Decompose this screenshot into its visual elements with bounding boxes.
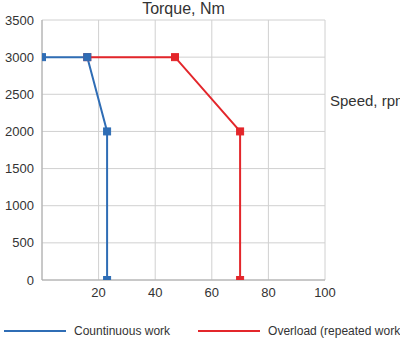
html-text:Countinuous work: Countinuous work <box>74 324 171 338</box>
html-text:Torque, Nm: Torque, Nm <box>142 0 225 17</box>
svg-text:500: 500 <box>12 235 34 250</box>
svg-text:100: 100 <box>314 285 336 300</box>
svg-text:80: 80 <box>261 285 275 300</box>
svg-text:0: 0 <box>27 273 34 288</box>
svg-text:40: 40 <box>148 285 162 300</box>
svg-text:3500: 3500 <box>5 13 34 28</box>
svg-text:60: 60 <box>205 285 219 300</box>
svg-text:2500: 2500 <box>5 87 34 102</box>
svg-text:20: 20 <box>91 285 105 300</box>
svg-text:3000: 3000 <box>5 50 34 65</box>
svg-text:1500: 1500 <box>5 161 34 176</box>
svg-text:2000: 2000 <box>5 124 34 139</box>
svg-text:1000: 1000 <box>5 198 34 213</box>
